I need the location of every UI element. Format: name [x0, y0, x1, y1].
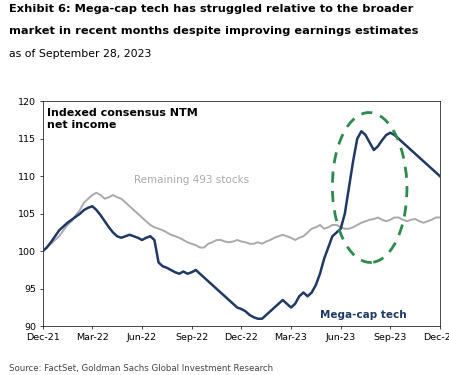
Text: Remaining 493 stocks: Remaining 493 stocks — [134, 175, 249, 185]
Text: market in recent months despite improving earnings estimates: market in recent months despite improvin… — [9, 26, 418, 36]
Text: Exhibit 6: Mega-cap tech has struggled relative to the broader: Exhibit 6: Mega-cap tech has struggled r… — [9, 4, 414, 14]
Text: Indexed consensus NTM
net income: Indexed consensus NTM net income — [47, 108, 198, 130]
Text: Source: FactSet, Goldman Sachs Global Investment Research: Source: FactSet, Goldman Sachs Global In… — [9, 364, 273, 373]
Text: Mega-cap tech: Mega-cap tech — [320, 310, 407, 320]
Text: as of September 28, 2023: as of September 28, 2023 — [9, 49, 151, 59]
